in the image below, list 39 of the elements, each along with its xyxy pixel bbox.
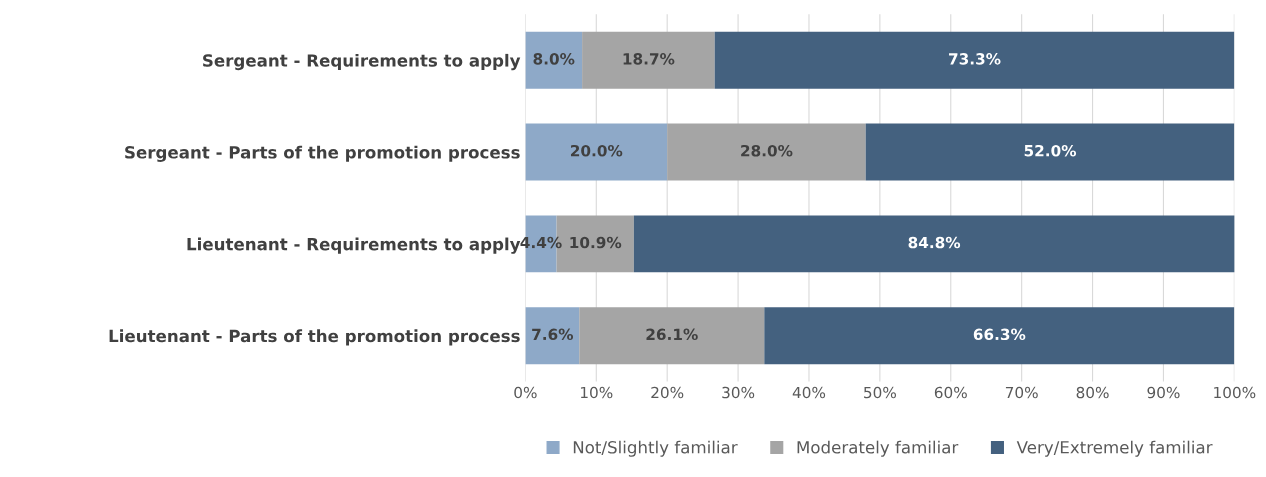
y-tick-label: Lieutenant - Parts of the promotion process xyxy=(109,329,520,346)
bar xyxy=(714,31,1235,89)
x-tick-label: 70% xyxy=(1005,386,1038,399)
data-label: 7.6% xyxy=(532,328,574,341)
data-label: 26.1% xyxy=(646,328,698,341)
x-tick-label: 30% xyxy=(722,386,755,399)
x-tick-label: 10% xyxy=(580,386,613,399)
y-tick-label: Lieutenant - Requirements to apply xyxy=(187,237,521,254)
bar xyxy=(525,31,583,89)
legend-label: Moderately familiar xyxy=(797,440,959,457)
data-label: 28.0% xyxy=(741,144,793,157)
data-label: 20.0% xyxy=(570,144,623,157)
x-tick-label: 90% xyxy=(1147,386,1180,399)
x-tick-label: 0% xyxy=(514,386,537,399)
bar xyxy=(667,123,866,181)
data-label: 73.3% xyxy=(949,53,1001,65)
bar xyxy=(633,215,1235,273)
data-label: 52.0% xyxy=(1024,144,1077,157)
y-tick-label: Sergeant - Parts of the promotion process xyxy=(125,145,520,162)
data-label: 8.0% xyxy=(533,53,575,65)
x-tick-label: 60% xyxy=(934,386,967,399)
legend-label: Not/Slightly familiar xyxy=(573,440,738,457)
data-label: 18.7% xyxy=(623,53,675,65)
bar xyxy=(865,123,1235,181)
x-tick-label: 40% xyxy=(792,386,826,399)
x-tick-label: 20% xyxy=(651,386,684,399)
bar xyxy=(582,31,715,89)
bar xyxy=(525,307,580,365)
x-tick-label: 100% xyxy=(1214,386,1256,399)
data-label: 10.9% xyxy=(570,236,622,249)
bar xyxy=(525,123,668,181)
bar xyxy=(579,307,765,365)
bar xyxy=(764,307,1235,365)
data-label: 66.3% xyxy=(973,328,1026,341)
data-label: 84.8% xyxy=(908,236,961,249)
x-tick-label: 80% xyxy=(1076,386,1109,399)
legend-label: Very/Extremely familiar xyxy=(1016,440,1213,457)
y-tick-label: Sergeant - Requirements to apply xyxy=(203,53,521,71)
x-tick-label: 50% xyxy=(864,386,897,399)
